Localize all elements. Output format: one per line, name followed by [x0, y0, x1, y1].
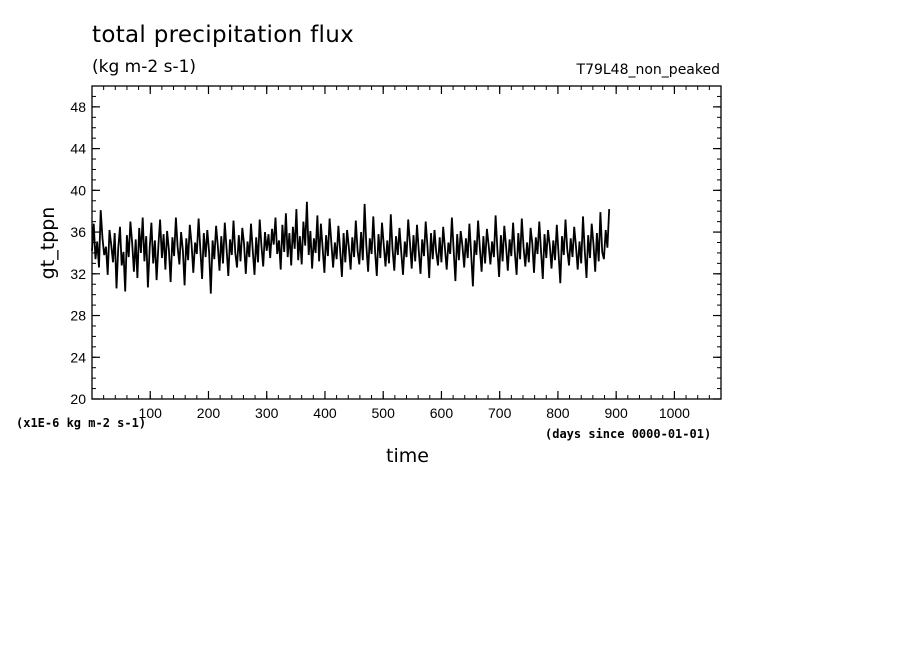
- y-tick-label: 28: [70, 308, 86, 324]
- x-tick-label: 900: [604, 405, 628, 421]
- y-tick-label: 40: [70, 182, 86, 198]
- x-tick-label: 500: [372, 405, 396, 421]
- chart-units-label: (kg m-2 s-1): [92, 57, 197, 77]
- x-tick-label: 200: [197, 405, 221, 421]
- chart-title: total precipitation flux: [92, 22, 354, 48]
- series-line-0: [91, 201, 611, 294]
- y-tick-label: 24: [70, 349, 86, 365]
- x-axis-label: time: [386, 445, 429, 467]
- x-tick-label: 1000: [659, 405, 690, 421]
- axis-ticks: [92, 86, 721, 400]
- y-scale-label: (x1E-6 kg m-2 s-1): [16, 416, 147, 430]
- x-tick-label: 800: [546, 405, 570, 421]
- run-name-label: T79L48_non_peaked: [576, 62, 720, 78]
- y-tick-label: 32: [70, 266, 86, 282]
- x-tick-label: 100: [139, 405, 163, 421]
- x-unit-label: (days since 0000-01-01): [545, 427, 712, 441]
- x-tick-label: 300: [255, 405, 279, 421]
- y-tick-label: 48: [70, 99, 86, 115]
- x-tick-label: 400: [313, 405, 337, 421]
- y-axis-label: gt_tppn: [37, 206, 59, 280]
- y-tick-label: 36: [70, 224, 86, 240]
- series-layer: [91, 201, 611, 294]
- y-tick-label: 44: [70, 141, 86, 157]
- y-tick-label: 20: [70, 391, 86, 407]
- axis-tick-labels: 100 200 300 400 500 600 700 800 900 1000 20 24 28 32 3…: [70, 99, 690, 421]
- x-tick-label: 700: [488, 405, 512, 421]
- x-tick-label: 600: [430, 405, 454, 421]
